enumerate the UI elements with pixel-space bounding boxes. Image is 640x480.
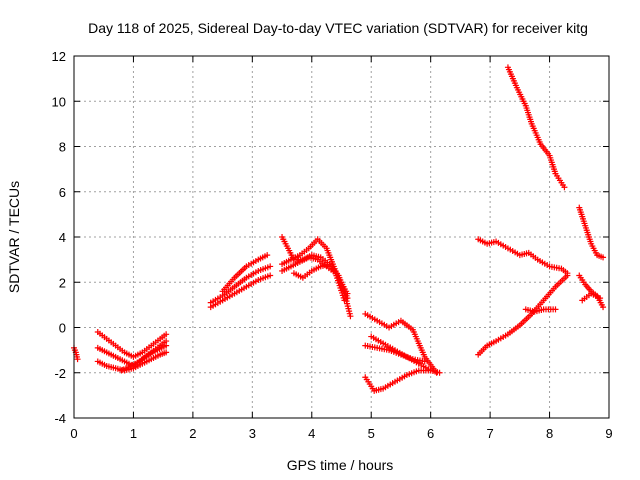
x-tick-label: 2	[189, 426, 196, 441]
series-s18	[475, 236, 571, 277]
data-point-marker	[436, 369, 443, 376]
series-s01	[71, 344, 81, 363]
series-s17	[475, 272, 571, 358]
x-tick-label: 1	[130, 426, 137, 441]
series-s21	[576, 204, 607, 261]
data-point-marker	[267, 272, 274, 279]
data-points	[71, 64, 607, 394]
data-point-marker	[267, 263, 274, 270]
x-tick-label: 4	[308, 426, 315, 441]
data-point-marker	[552, 306, 559, 313]
x-tick-label: 7	[486, 426, 493, 441]
data-point-marker	[421, 358, 428, 365]
data-point-marker	[163, 349, 170, 356]
series-s02	[94, 329, 170, 360]
data-point-marker	[564, 270, 571, 277]
data-point-marker	[600, 254, 607, 261]
data-point-marker	[344, 295, 351, 302]
data-point-marker	[264, 252, 271, 259]
y-tick-label: 6	[59, 185, 66, 200]
data-point-marker	[600, 304, 607, 311]
x-tick-label: 6	[427, 426, 434, 441]
data-point-marker	[163, 342, 170, 349]
data-point-marker	[561, 184, 568, 191]
data-point-marker	[163, 331, 170, 338]
series-s19	[504, 64, 568, 191]
y-tick-label: 12	[52, 49, 66, 64]
data-point-marker	[74, 356, 81, 363]
series-s16	[362, 367, 443, 394]
x-axis-label: GPS time / hours	[287, 457, 394, 473]
data-point-marker	[597, 295, 604, 302]
x-tick-label: 5	[368, 426, 375, 441]
series-s12	[290, 261, 351, 302]
plot-frame	[73, 55, 610, 419]
y-tick-label: 0	[59, 321, 66, 336]
y-tick-label: 8	[59, 140, 66, 155]
series-s20	[522, 306, 559, 315]
chart-title: Day 118 of 2025, Sidereal Day-to-day VTE…	[88, 20, 588, 36]
y-tick-label: -2	[54, 366, 66, 381]
series-s23	[579, 290, 604, 304]
series-s07	[207, 272, 274, 311]
x-tick-label: 0	[70, 426, 77, 441]
y-axis-label: SDTVAR / TECUs	[6, 181, 22, 293]
grid	[74, 56, 609, 418]
x-tick-label: 9	[605, 426, 612, 441]
series-s13	[362, 310, 440, 376]
y-tick-label: 10	[52, 94, 66, 109]
y-tick-label: -4	[54, 411, 66, 426]
x-tick-label: 8	[546, 426, 553, 441]
y-tick-label: 4	[59, 230, 66, 245]
y-tick-label: 2	[59, 275, 66, 290]
x-tick-label: 3	[249, 426, 256, 441]
series-s08	[219, 252, 271, 295]
data-point-marker	[347, 313, 354, 320]
series-s05	[118, 342, 170, 374]
